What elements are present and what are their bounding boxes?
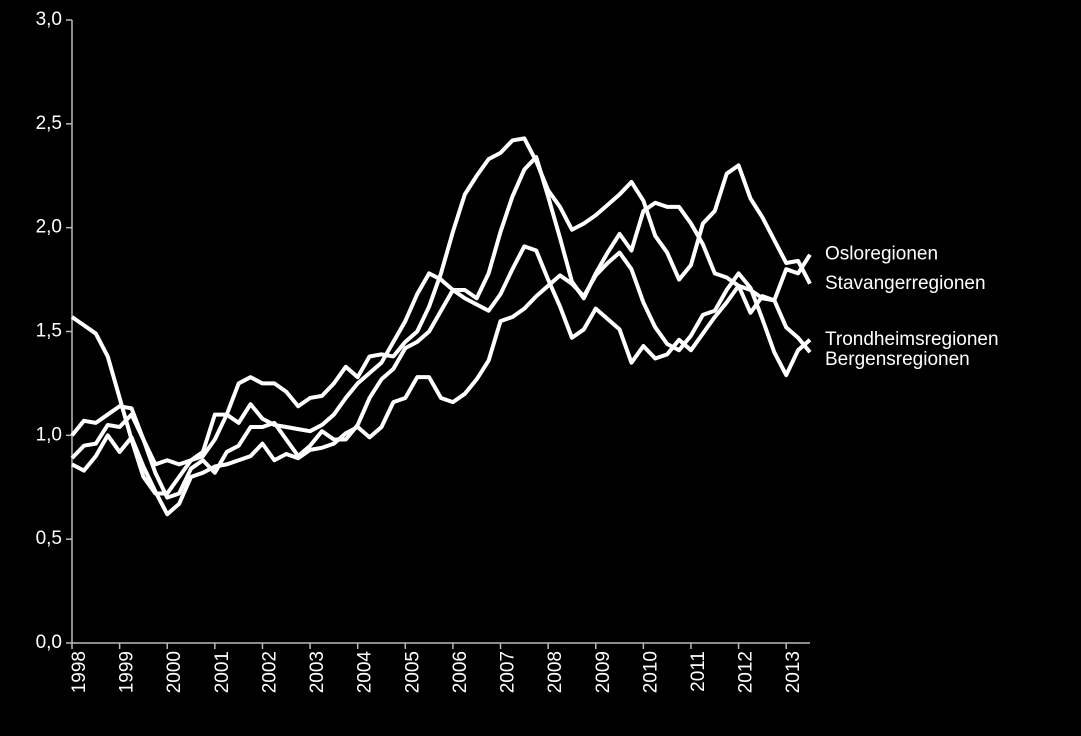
y-tick-label: 1,5 [36,321,62,342]
legend-label: Osloregionen [825,244,938,265]
x-tick-label: 2004 [355,651,376,694]
x-tick-label: 2002 [259,651,280,693]
series-line [70,136,812,467]
y-tick-label: 0,0 [36,632,62,653]
x-tick-label: 2011 [688,651,709,692]
series-line [70,244,812,500]
series-line [70,155,812,496]
legend-label: Bergensregionen [825,349,970,370]
y-tick-label: 2,0 [36,217,62,238]
legend-label: Trondheimsregionen [825,329,999,350]
x-tick-label: 2012 [736,651,757,693]
x-tick-label: 1999 [117,651,138,693]
x-tick-label: 2005 [402,651,423,693]
x-tick-label: 2006 [450,651,471,693]
x-tick-label: 2013 [783,651,804,693]
x-tick-label: 2010 [640,651,661,693]
y-tick-label: 3,0 [36,9,62,30]
y-tick-label: 2,5 [36,113,62,134]
x-tick-label: 2009 [593,651,614,693]
legend-label: Stavangerregionen [825,273,986,294]
series-line [71,250,812,517]
x-tick-label: 2000 [164,651,185,693]
x-tick-label: 1998 [69,651,90,693]
x-tick-label: 2003 [307,651,328,693]
x-tick-label: 2008 [545,651,566,693]
y-tick-label: 0,5 [36,528,62,549]
y-tick-label: 1,0 [36,424,62,445]
x-tick-label: 2007 [498,651,519,693]
x-tick-label: 2001 [212,651,233,693]
